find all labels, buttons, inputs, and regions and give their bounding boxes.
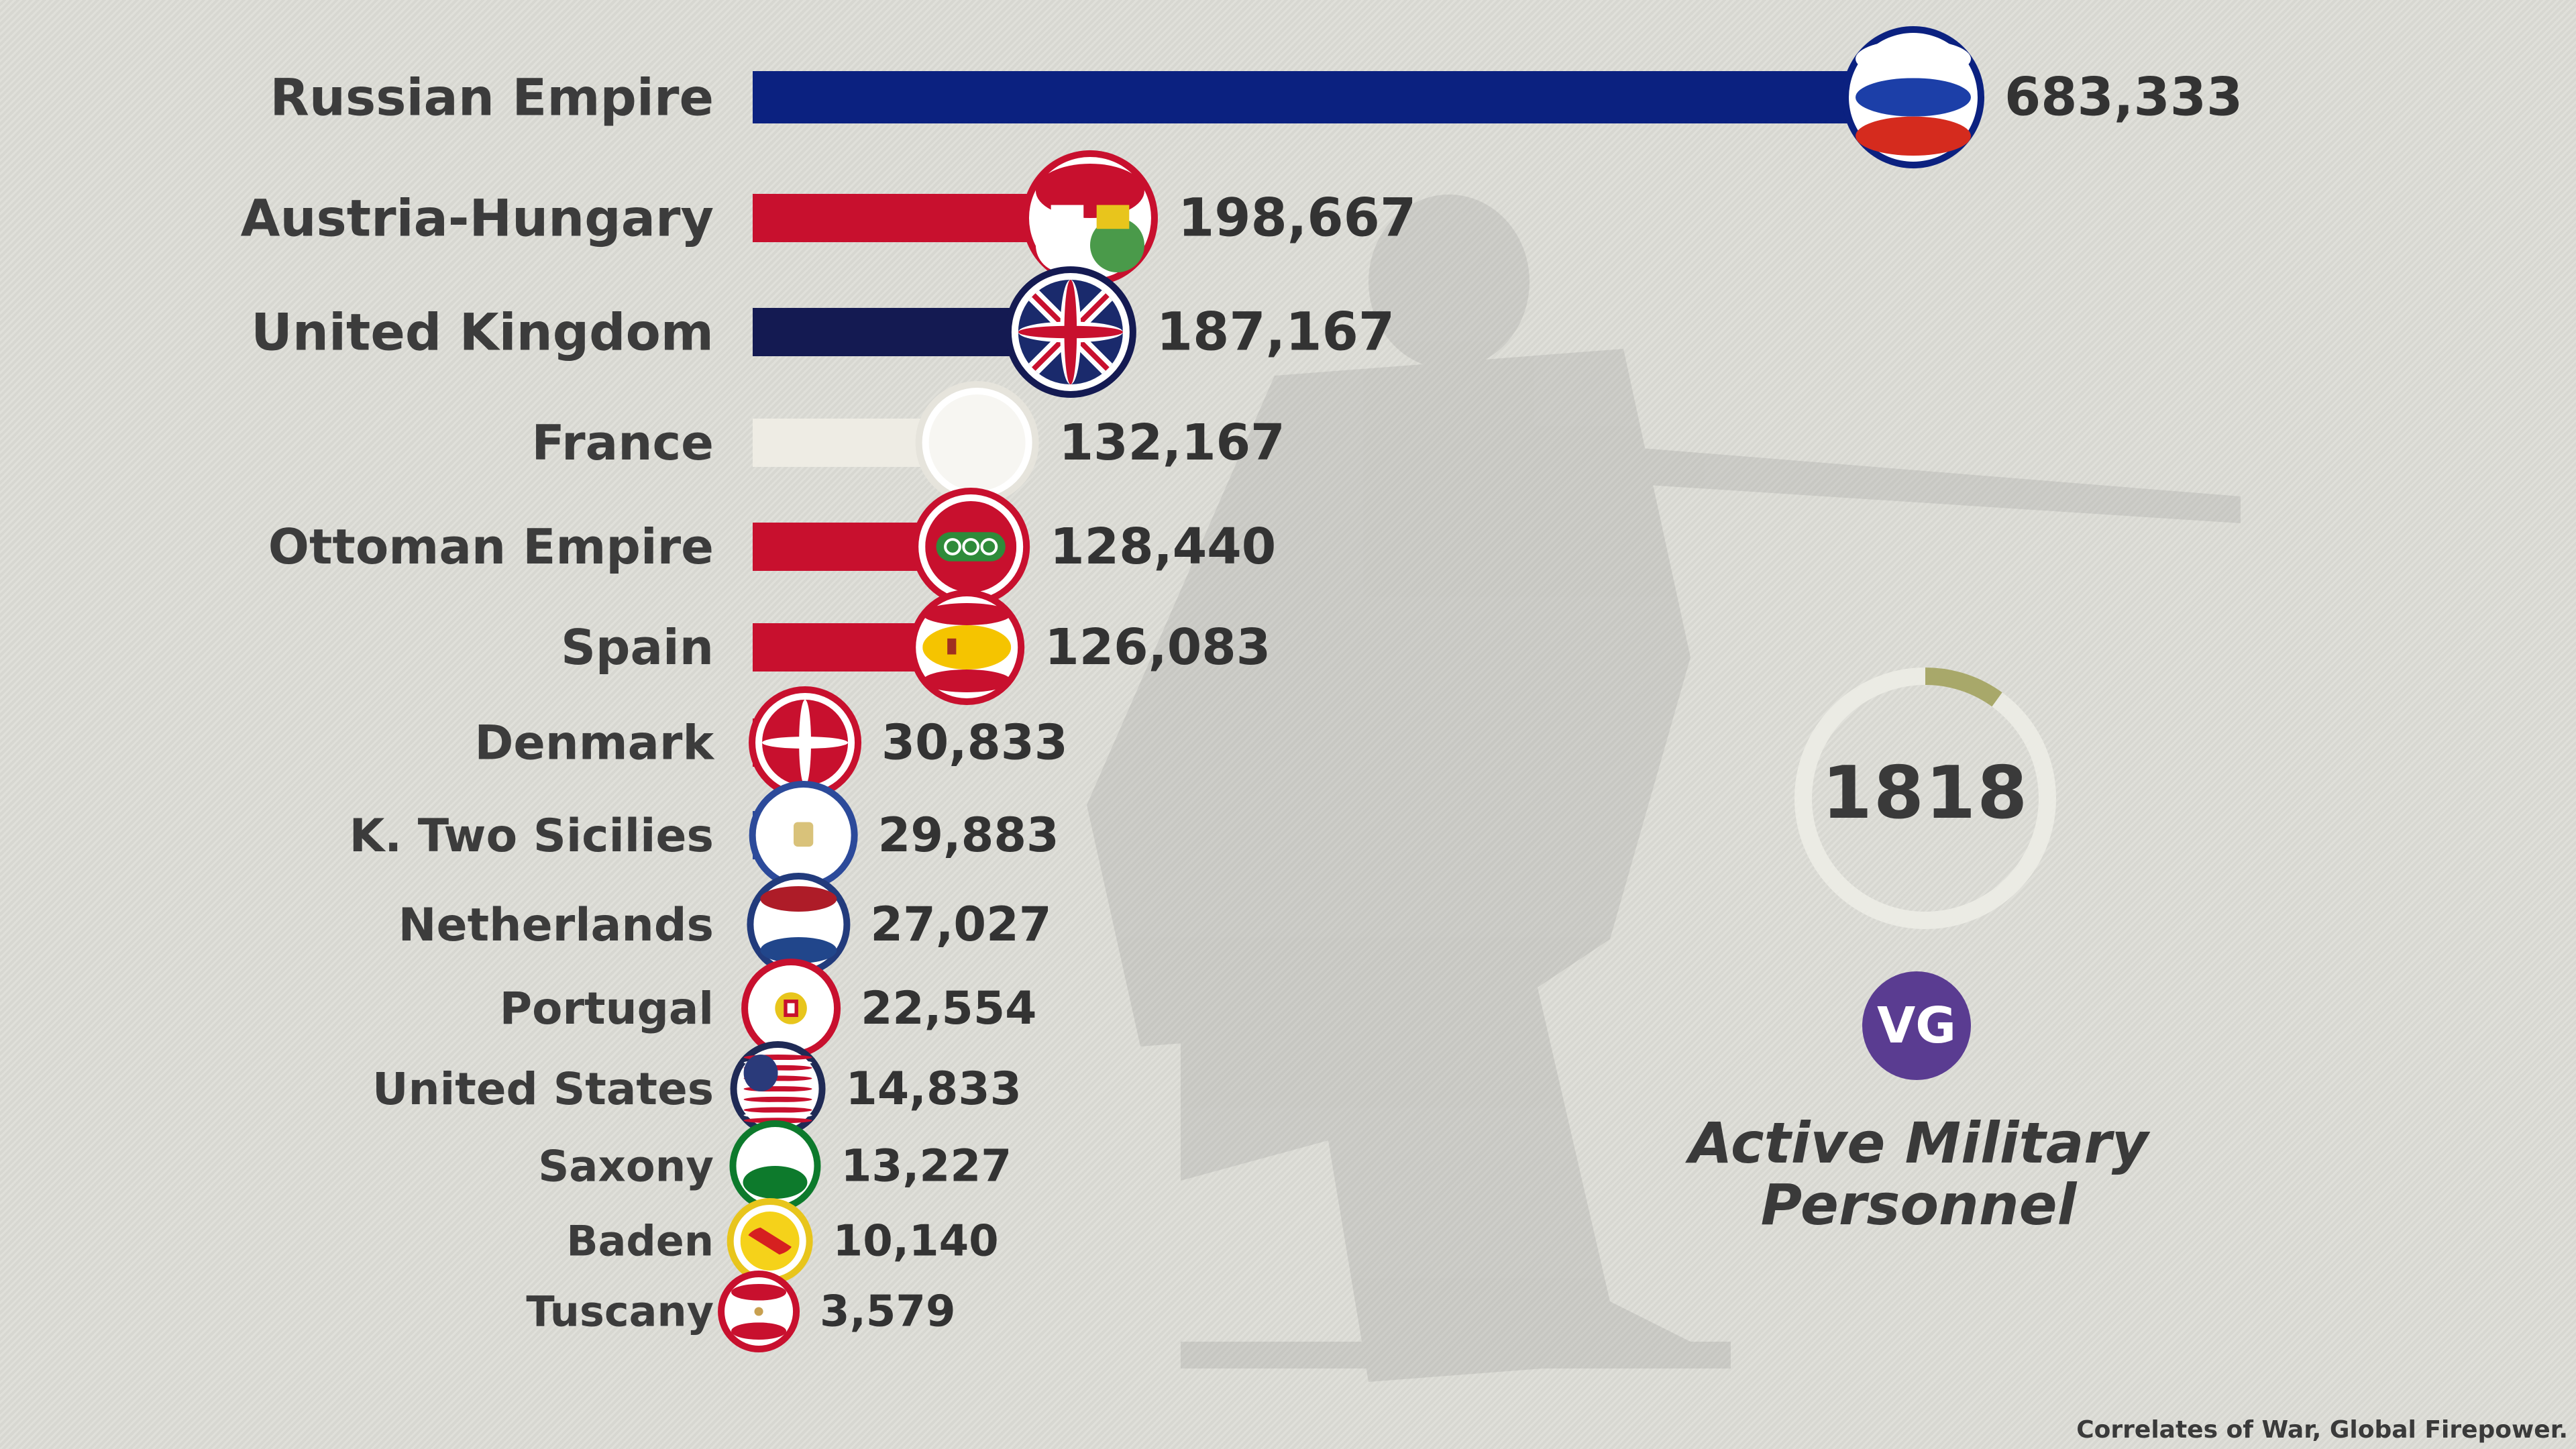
category-label: Netherlands — [398, 899, 714, 952]
category-label: Portugal — [500, 983, 714, 1034]
category-label: Baden — [566, 1217, 714, 1266]
category-label: Saxony — [538, 1142, 714, 1191]
value-label: 132,167 — [1059, 414, 1285, 472]
bars-group: Russian Empire 683,333 Austria-Hungary 198,… — [241, 26, 2243, 1352]
category-label: Russian Empire — [270, 68, 714, 127]
year-label: 1818 — [1821, 751, 2029, 835]
category-label: Tuscany — [526, 1287, 714, 1336]
category-label: Austria-Hungary — [241, 189, 714, 248]
category-label: United States — [372, 1063, 714, 1115]
netherlands-flag-icon — [760, 886, 837, 963]
value-label: 27,027 — [870, 897, 1051, 952]
category-label: Denmark — [474, 716, 714, 771]
year-progress-ring — [1794, 667, 2056, 929]
value-label: 3,579 — [820, 1287, 955, 1337]
two-sicilies-flag-icon — [762, 794, 845, 876]
value-label: 126,083 — [1044, 619, 1271, 676]
saxony-flag-icon — [743, 1134, 808, 1199]
russia-flag-icon — [1856, 40, 1971, 156]
ottoman-flag-icon — [925, 501, 1017, 592]
spain-flag-icon — [922, 603, 1012, 692]
france-flag-icon — [928, 394, 1026, 491]
austria-hungary-flag-icon — [1035, 164, 1144, 272]
chart-title: Active Military Personnel — [1688, 1110, 2149, 1238]
value-label: 30,833 — [881, 714, 1068, 771]
baden-flag-icon — [740, 1212, 800, 1271]
soldier-silhouette — [1087, 195, 2241, 1382]
value-label: 187,167 — [1157, 303, 1395, 363]
category-label: Ottoman Empire — [268, 519, 714, 575]
category-label: United Kingdom — [251, 303, 714, 362]
category-label: France — [532, 415, 714, 471]
channel-logo: VG — [1862, 971, 1971, 1080]
bar — [753, 71, 1913, 123]
value-label: 128,440 — [1050, 518, 1276, 576]
progress-arc — [1794, 667, 2056, 929]
source-note: Correlates of War, Global Firepower. — [2076, 1416, 2568, 1444]
value-label: 198,667 — [1178, 189, 1416, 249]
portugal-flag-icon — [755, 972, 828, 1044]
value-label: 10,140 — [833, 1217, 999, 1267]
value-label: 22,554 — [861, 982, 1036, 1035]
value-label: 14,833 — [846, 1063, 1022, 1116]
united-kingdom-flag-icon — [1018, 280, 1123, 384]
tuscany-flag-icon — [731, 1284, 787, 1340]
denmark-flag-icon — [762, 700, 849, 786]
category-label: K. Two Sicilies — [350, 810, 714, 863]
category-label: Spain — [561, 619, 714, 676]
value-label: 683,333 — [2004, 68, 2243, 128]
value-label: 29,883 — [878, 808, 1059, 863]
value-label: 13,227 — [841, 1140, 1012, 1191]
